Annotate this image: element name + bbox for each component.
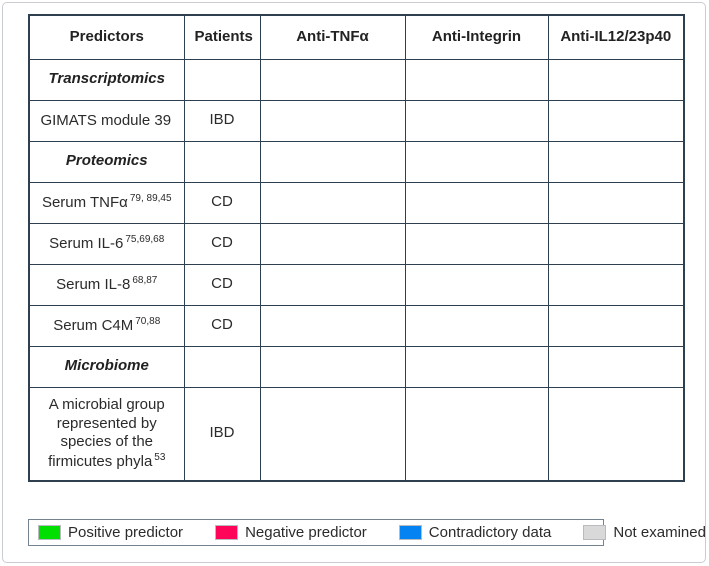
legend-item-negative: Negative predictor	[215, 524, 367, 541]
section-label: Transcriptomics	[28, 58, 185, 101]
empty-cell	[259, 345, 406, 388]
status-cell-anti-il12-23p40	[547, 304, 685, 347]
predictor-label: A microbial group represented by species…	[48, 395, 165, 470]
reference-superscript: 70,88	[135, 315, 161, 327]
section-row-microbiome: Microbiome	[28, 345, 685, 388]
status-cell-anti-tnfa	[259, 263, 406, 306]
status-cell-anti-integrin	[404, 181, 549, 224]
status-cell-anti-il12-23p40	[547, 222, 685, 265]
empty-cell	[259, 58, 406, 101]
data-row-serum-il6: Serum IL-6 75,69,68 CD	[28, 222, 685, 265]
patients-cell: IBD	[183, 99, 261, 142]
predictor-cell: Serum IL-6 75,69,68	[28, 222, 185, 265]
empty-cell	[547, 345, 685, 388]
column-header-anti-tnfa: Anti-TNFα	[259, 14, 406, 60]
patients-cell: CD	[183, 181, 261, 224]
predictor-cell: Serum TNFα 79, 89,45	[28, 181, 185, 224]
data-row-gimats: GIMATS module 39 IBD	[28, 99, 685, 142]
status-cell-anti-integrin	[404, 304, 549, 347]
contradictory-swatch-icon	[398, 525, 422, 540]
empty-cell	[404, 140, 549, 183]
status-cell-anti-integrin	[404, 263, 549, 306]
data-row-microbial-group: A microbial group represented by species…	[28, 386, 685, 482]
empty-cell	[259, 140, 406, 183]
predictor-label: Serum TNFα	[41, 193, 128, 211]
column-header-predictors: Predictors	[28, 14, 185, 60]
column-header-anti-il12-23p40: Anti-IL12/23p40	[547, 14, 685, 60]
patients-cell: CD	[183, 263, 261, 306]
section-label: Microbiome	[28, 345, 185, 388]
status-cell-anti-tnfa	[259, 304, 406, 347]
legend-label: Not examined	[613, 524, 706, 541]
empty-cell	[183, 58, 261, 101]
legend-item-contradictory: Contradictory data	[398, 524, 552, 541]
predictors-table: Predictors Patients Anti-TNFα Anti-Integ…	[28, 14, 685, 482]
predictor-cell: A microbial group represented by species…	[28, 386, 185, 482]
status-cell-anti-tnfa	[259, 386, 406, 482]
reference-superscript: 79, 89,45	[129, 192, 172, 204]
status-cell-anti-il12-23p40	[547, 181, 685, 224]
predictor-label: GIMATS module 39	[40, 111, 172, 129]
section-label: Proteomics	[28, 140, 185, 183]
predictor-label: Serum IL-8	[56, 275, 131, 293]
patients-cell: IBD	[183, 386, 261, 482]
negative-swatch-icon	[215, 525, 239, 540]
column-header-anti-integrin: Anti-Integrin	[404, 14, 549, 60]
predictor-cell: GIMATS module 39	[28, 99, 185, 142]
patients-cell: CD	[183, 222, 261, 265]
predictor-label: Serum IL-6	[49, 234, 124, 252]
reference-superscript: 53	[154, 452, 166, 463]
section-row-proteomics: Proteomics	[28, 140, 685, 183]
predictor-cell: Serum C4M 70,88	[28, 304, 185, 347]
empty-cell	[183, 140, 261, 183]
status-cell-anti-tnfa	[259, 222, 406, 265]
empty-cell	[183, 345, 261, 388]
empty-cell	[547, 58, 685, 101]
not-examined-swatch-icon	[583, 525, 607, 540]
legend-item-positive: Positive predictor	[38, 524, 183, 541]
status-cell-anti-integrin	[404, 222, 549, 265]
data-row-serum-c4m: Serum C4M 70,88 CD	[28, 304, 685, 347]
data-row-serum-tnfa: Serum TNFα 79, 89,45 CD	[28, 181, 685, 224]
positive-swatch-icon	[38, 525, 61, 540]
status-cell-anti-integrin	[404, 99, 549, 142]
legend-label: Contradictory data	[428, 524, 552, 541]
status-cell-anti-il12-23p40	[547, 263, 685, 306]
legend-label: Negative predictor	[245, 524, 367, 541]
status-cell-anti-il12-23p40	[547, 99, 685, 142]
reference-superscript: 75,69,68	[125, 233, 165, 245]
status-cell-anti-tnfa	[259, 181, 406, 224]
legend-label: Positive predictor	[68, 524, 184, 541]
reference-superscript: 68,87	[132, 274, 158, 286]
predictor-cell: Serum IL-8 68,87	[28, 263, 185, 306]
empty-cell	[404, 345, 549, 388]
predictor-label: Serum C4M	[53, 316, 134, 334]
status-cell-anti-tnfa	[259, 99, 406, 142]
table-header-row: Predictors Patients Anti-TNFα Anti-Integ…	[28, 14, 685, 60]
data-row-serum-il8: Serum IL-8 68,87 CD	[28, 263, 685, 306]
empty-cell	[404, 58, 549, 101]
column-header-patients: Patients	[183, 14, 261, 60]
legend-item-not-examined: Not examined	[583, 524, 706, 541]
legend: Positive predictor Negative predictor Co…	[28, 519, 706, 546]
section-row-transcriptomics: Transcriptomics	[28, 58, 685, 101]
status-cell-anti-integrin	[404, 386, 549, 482]
status-cell-anti-il12-23p40	[547, 386, 685, 482]
empty-cell	[547, 140, 685, 183]
patients-cell: CD	[183, 304, 261, 347]
